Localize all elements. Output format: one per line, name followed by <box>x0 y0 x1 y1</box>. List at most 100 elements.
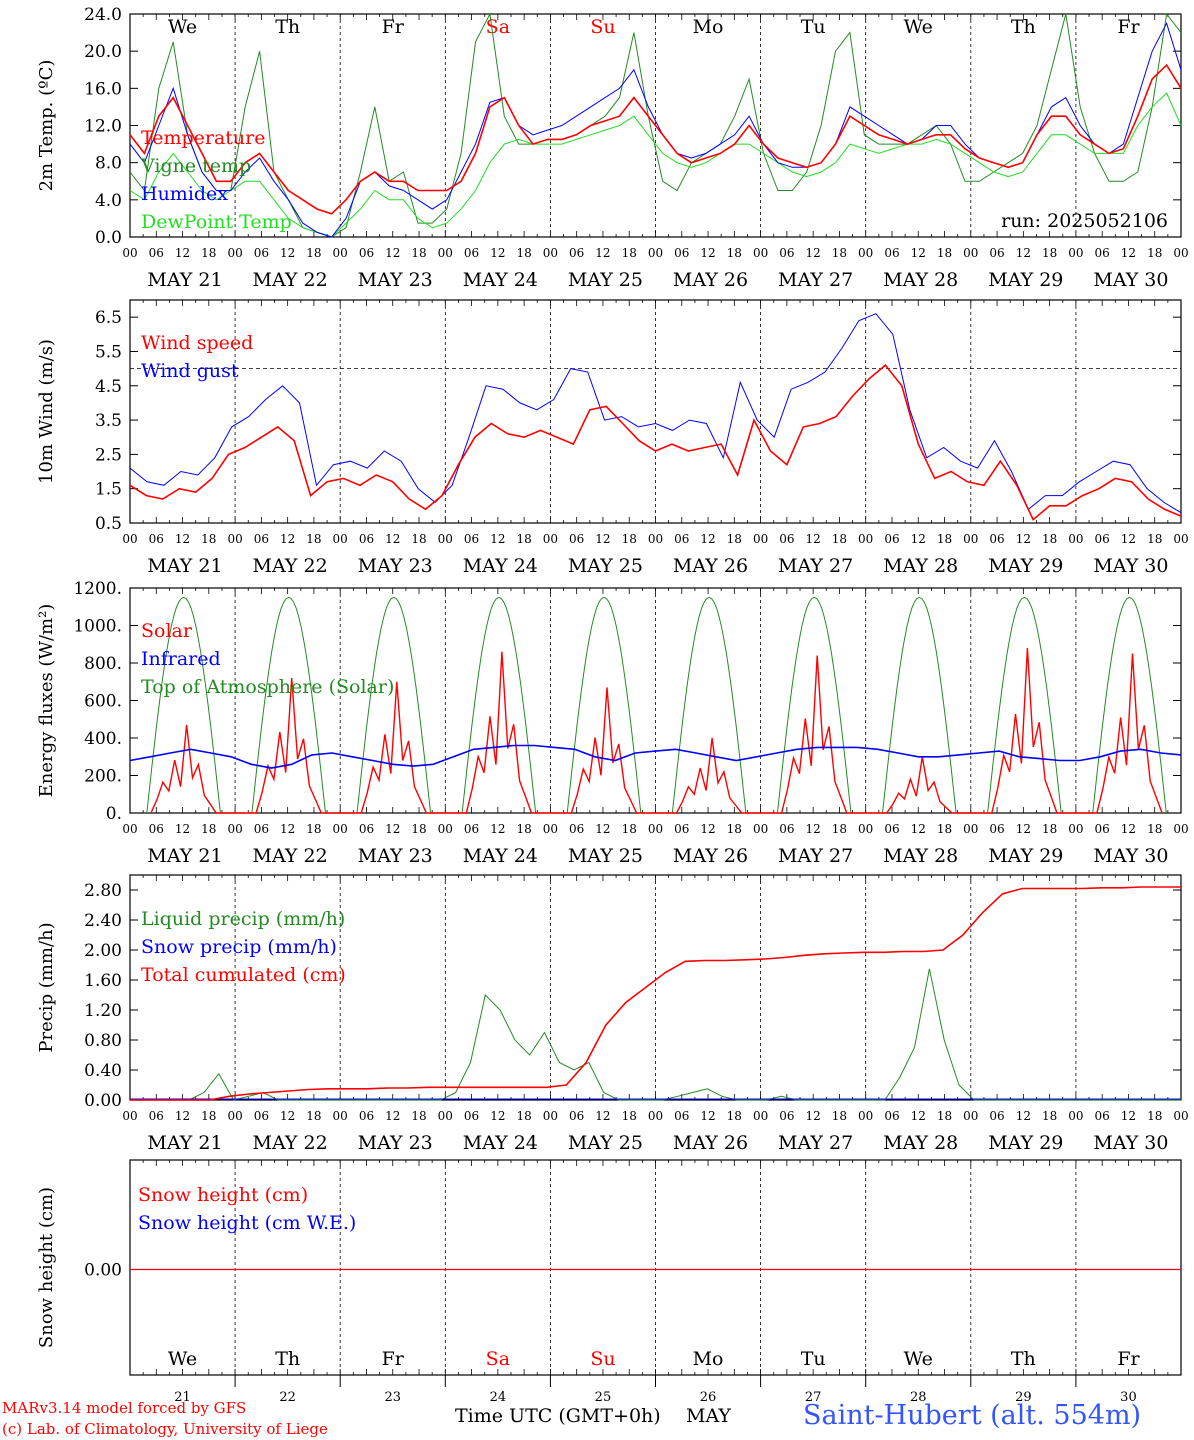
hour-tick-label: 00 <box>438 822 453 836</box>
y-tick-label: 24.0 <box>84 5 122 25</box>
hour-tick-label: 12 <box>595 246 610 260</box>
hour-tick-label: 18 <box>1147 1109 1162 1123</box>
y-tick-label: 0.00 <box>84 1091 122 1111</box>
y-tick-label: 8.0 <box>95 154 122 174</box>
day-name-label: Th <box>1011 16 1036 38</box>
station-label: Saint-Hubert (alt. 554m) <box>803 1400 1142 1431</box>
hour-tick-label: 18 <box>411 822 426 836</box>
hour-tick-label: 12 <box>911 532 926 546</box>
y-tick-label: 6.5 <box>95 308 122 328</box>
hour-tick-label: 18 <box>832 532 847 546</box>
hour-tick-label: 18 <box>411 246 426 260</box>
day-name-label: Sa <box>486 1348 510 1370</box>
hour-tick-label: 18 <box>832 246 847 260</box>
hour-tick-label: 18 <box>201 532 216 546</box>
hour-tick-label: 18 <box>937 1109 952 1123</box>
hour-tick-label: 00 <box>648 822 663 836</box>
y-tick-label: 0. <box>106 804 122 824</box>
date-label: MAY 26 <box>673 845 748 867</box>
y-tick-label: 2.00 <box>84 941 122 961</box>
hour-tick-label: 12 <box>1121 532 1136 546</box>
hour-tick-label: 00 <box>858 532 873 546</box>
series-temperature <box>129 63 1182 215</box>
hour-tick-label: 06 <box>779 1109 794 1123</box>
hour-tick-label: 06 <box>884 822 899 836</box>
hour-tick-label: 18 <box>411 532 426 546</box>
hour-tick-label: 06 <box>464 822 479 836</box>
hour-tick-label: 12 <box>385 532 400 546</box>
series-wind-gust <box>129 313 1182 514</box>
legend-entry: Snow height (cm W.E.) <box>138 1212 356 1234</box>
date-label: MAY 29 <box>988 845 1063 867</box>
day-name-label: Su <box>590 16 615 38</box>
hour-tick-label: 18 <box>201 246 216 260</box>
date-label: MAY 23 <box>358 555 433 577</box>
hour-tick-label: 12 <box>1016 246 1031 260</box>
day-number-label: 28 <box>910 1390 927 1405</box>
hour-tick-label: 18 <box>727 822 742 836</box>
hour-tick-label: 12 <box>175 246 190 260</box>
y-tick-label: 1000. <box>73 617 122 637</box>
y-tick-label: 2.5 <box>95 445 122 465</box>
hour-tick-label: 18 <box>1042 1109 1057 1123</box>
hour-tick-label: 12 <box>490 822 505 836</box>
date-label: MAY 22 <box>253 1132 328 1154</box>
legend-entry: Temperature <box>141 127 265 149</box>
hour-tick-label: 00 <box>1068 822 1083 836</box>
date-label: MAY 24 <box>463 1132 538 1154</box>
date-label: MAY 23 <box>358 269 433 291</box>
model-credit: MARv3.14 model forced by GFS <box>2 1399 247 1417</box>
y-tick-label: 4.5 <box>95 377 122 397</box>
plot-frame <box>129 299 1182 524</box>
hour-tick-label: 00 <box>753 532 768 546</box>
hour-tick-label: 18 <box>516 822 531 836</box>
hour-tick-label: 12 <box>490 532 505 546</box>
hour-tick-label: 12 <box>700 532 715 546</box>
hour-tick-label: 12 <box>280 1109 295 1123</box>
hour-tick-label: 00 <box>963 532 978 546</box>
hour-tick-label: 18 <box>1042 246 1057 260</box>
day-name-label: Th <box>275 1348 300 1370</box>
series-infrared <box>129 744 1182 769</box>
date-label: MAY 24 <box>463 269 538 291</box>
day-name-label: Su <box>590 1348 615 1370</box>
y-tick-label: 1200. <box>73 579 122 599</box>
date-label: MAY 29 <box>988 555 1063 577</box>
hour-tick-label: 12 <box>1016 1109 1031 1123</box>
hour-tick-label: 00 <box>333 246 348 260</box>
day-number-label: 26 <box>700 1390 717 1405</box>
hour-tick-label: 06 <box>254 822 269 836</box>
day-name-label: Tu <box>801 16 826 38</box>
y-tick-label: 0.00 <box>84 1261 122 1281</box>
legend-entry: Liquid precip (mm/h) <box>141 908 345 930</box>
hour-tick-label: 00 <box>543 1109 558 1123</box>
day-name-label: Sa <box>486 16 510 38</box>
hour-tick-label: 12 <box>490 246 505 260</box>
hour-tick-label: 12 <box>595 822 610 836</box>
hour-tick-label: 06 <box>569 532 584 546</box>
hour-tick-label: 00 <box>122 822 137 836</box>
day-number-label: 21 <box>174 1390 191 1405</box>
y-tick-label: 4.0 <box>95 191 122 211</box>
legend-entry: Humidex <box>141 183 228 205</box>
y-tick-label: 5.5 <box>95 342 122 362</box>
date-label: MAY 25 <box>568 845 643 867</box>
hour-tick-label: 18 <box>937 246 952 260</box>
hour-tick-label: 00 <box>1173 532 1188 546</box>
y-tick-label: 0.5 <box>95 514 122 534</box>
legend-entry: DewPoint Temp <box>141 211 292 233</box>
hour-tick-label: 00 <box>963 1109 978 1123</box>
legend-entry: Wind speed <box>141 332 253 354</box>
hour-tick-label: 06 <box>674 532 689 546</box>
panel-3: Energy fluxes (W/m²) 0. 200. 400. 600. 800. 10… <box>36 579 1189 867</box>
hour-tick-label: 00 <box>1173 1109 1188 1123</box>
panel-1: 2m Temp. (ºC) 0.0 4.0 8.0 12.0 16.0 20.0 24.0 00… <box>36 5 1189 291</box>
hour-tick-label: 00 <box>227 822 242 836</box>
hour-tick-label: 18 <box>516 1109 531 1123</box>
hour-tick-label: 00 <box>227 532 242 546</box>
hour-tick-label: 18 <box>201 822 216 836</box>
hour-tick-label: 18 <box>622 822 637 836</box>
hour-tick-label: 06 <box>254 246 269 260</box>
hour-tick-label: 12 <box>280 822 295 836</box>
hour-tick-label: 12 <box>280 532 295 546</box>
